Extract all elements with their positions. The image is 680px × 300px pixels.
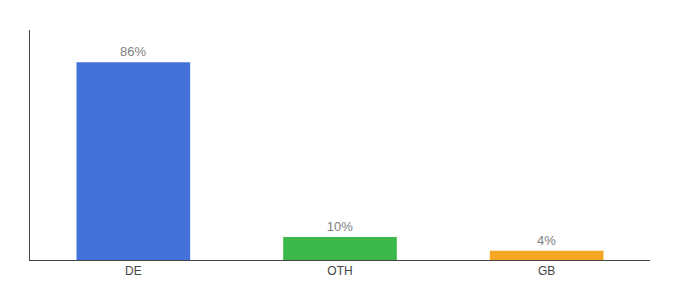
svg-text:4%: 4% — [537, 233, 556, 248]
svg-text:OTH: OTH — [327, 264, 352, 278]
svg-text:DE: DE — [125, 264, 142, 278]
svg-text:86%: 86% — [120, 44, 146, 59]
svg-text:GB: GB — [538, 264, 555, 278]
svg-text:10%: 10% — [327, 219, 353, 234]
